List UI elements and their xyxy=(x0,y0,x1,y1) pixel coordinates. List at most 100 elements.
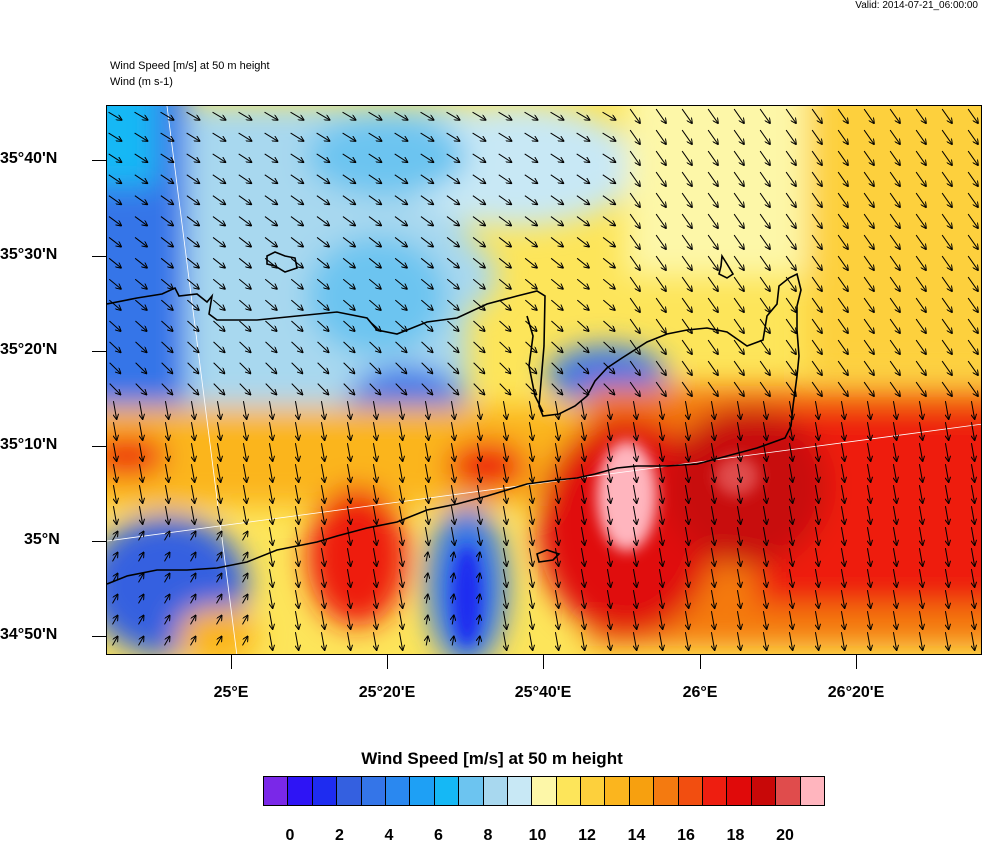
wind-vector xyxy=(343,299,354,310)
wind-vector xyxy=(108,237,121,246)
wind-vector xyxy=(420,195,433,205)
wind-vector xyxy=(243,401,246,419)
wind-vector xyxy=(269,422,272,440)
wind-vector xyxy=(217,506,220,524)
wind-vector xyxy=(291,299,302,310)
wind-vector xyxy=(941,276,952,291)
wind-vector xyxy=(789,485,792,503)
wind-vector xyxy=(607,569,610,587)
lat-tick xyxy=(92,256,106,257)
wind-vector xyxy=(529,401,532,419)
wind-vector xyxy=(785,360,796,375)
wind-vector xyxy=(369,383,381,395)
wind-vector xyxy=(971,443,974,461)
wind-vector xyxy=(555,485,558,503)
wind-vector xyxy=(503,548,506,566)
wind-vector xyxy=(503,590,506,608)
wind-vector xyxy=(785,255,796,270)
wind-vector xyxy=(733,234,744,249)
wind-vector xyxy=(242,616,248,625)
wind-vector xyxy=(655,213,666,228)
wind-vector xyxy=(915,339,926,354)
wind-vector xyxy=(941,318,952,333)
wind-vector xyxy=(347,611,350,629)
wind-vector xyxy=(451,443,454,461)
wind-vector xyxy=(373,422,376,440)
wind-vector xyxy=(945,401,948,419)
wind-vector xyxy=(295,401,298,419)
wind-vector xyxy=(737,422,740,440)
wind-vector xyxy=(945,422,948,440)
wind-vector xyxy=(212,278,225,289)
wind-vector xyxy=(191,506,194,524)
wind-vector xyxy=(763,527,766,545)
colorbar-swatch xyxy=(581,777,606,805)
wind-vector xyxy=(503,443,506,461)
wind-vector xyxy=(160,237,173,246)
wind-vector xyxy=(919,485,922,503)
wind-vector xyxy=(317,362,329,373)
wind-vector xyxy=(711,443,714,461)
wind-vector xyxy=(321,611,324,629)
wind-vector xyxy=(889,129,900,144)
wind-vector xyxy=(399,506,402,524)
wind-vector xyxy=(737,527,740,545)
wind-vector xyxy=(160,195,173,205)
wind-vector xyxy=(707,381,718,396)
wind-vector xyxy=(811,297,822,312)
wind-vector xyxy=(707,192,718,207)
wind-vector xyxy=(138,532,144,541)
colorbar-swatch xyxy=(459,777,484,805)
wind-vector xyxy=(264,174,277,183)
wind-vector xyxy=(473,341,485,352)
wind-vector xyxy=(602,278,615,289)
wind-vector xyxy=(581,464,584,482)
wind-vector xyxy=(971,464,974,482)
wind-vector xyxy=(919,464,922,482)
wind-vector xyxy=(321,590,324,608)
wind-vector xyxy=(108,195,121,205)
wind-vector xyxy=(655,108,666,123)
wind-vector xyxy=(841,401,844,419)
wind-vector xyxy=(264,237,277,246)
wind-vector xyxy=(191,422,194,440)
wind-vector xyxy=(499,383,511,395)
wind-vector xyxy=(343,383,355,395)
wind-vector xyxy=(863,234,874,249)
colorbar-swatch xyxy=(556,777,582,805)
wind-map[interactable] xyxy=(106,105,982,655)
wind-vector xyxy=(789,632,792,650)
wind-vector xyxy=(629,276,640,291)
wind-vector xyxy=(733,213,744,228)
wind-vector xyxy=(134,174,147,183)
wind-vector xyxy=(113,506,116,524)
wind-vector xyxy=(889,108,900,123)
wind-vector xyxy=(763,632,766,650)
wind-vector xyxy=(321,401,324,419)
wind-vector xyxy=(368,111,382,120)
wind-vector xyxy=(629,381,640,396)
wind-vector xyxy=(342,174,355,183)
wind-vector xyxy=(238,132,252,141)
wind-vector xyxy=(889,192,900,207)
wind-vector xyxy=(889,297,900,312)
wind-vector xyxy=(135,299,146,310)
wind-vector xyxy=(837,381,848,396)
vector-title: Wind (m s-1) xyxy=(110,76,173,88)
wind-vector xyxy=(889,213,900,228)
wind-vector xyxy=(425,464,428,482)
colorbar-swatch xyxy=(483,777,508,805)
wind-vector xyxy=(941,150,952,165)
wind-vector xyxy=(581,590,584,608)
wind-vector xyxy=(919,548,922,566)
wind-vector xyxy=(655,150,666,165)
wind-vector xyxy=(711,527,714,545)
wind-vector xyxy=(941,171,952,186)
colorbar-tick-label: 20 xyxy=(776,827,794,844)
wind-vector xyxy=(499,299,510,310)
wind-vector xyxy=(452,637,454,646)
colorbar-tick-label: 14 xyxy=(627,827,646,844)
wind-vector xyxy=(213,362,225,373)
colorbar-swatch xyxy=(312,777,338,805)
wind-vector xyxy=(343,362,355,373)
